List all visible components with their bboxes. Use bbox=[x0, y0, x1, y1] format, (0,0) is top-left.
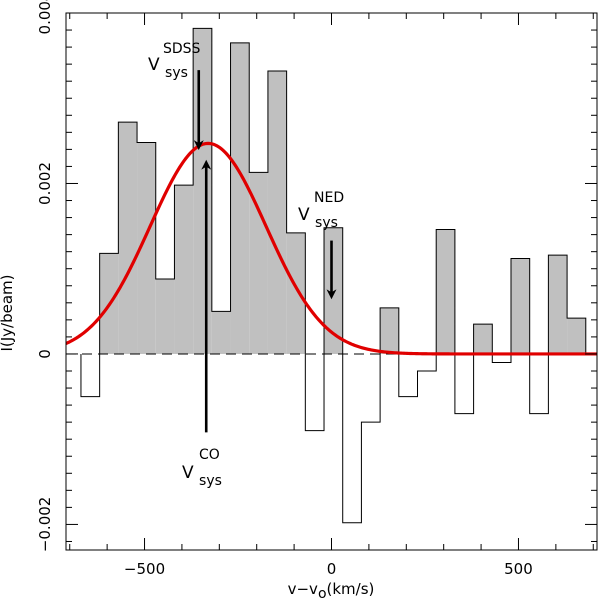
annotation-vsys-ned-sup: NED bbox=[314, 190, 344, 206]
tick-layer: −500 0 500 −0.002 0 0.002 0.004 bbox=[36, 0, 597, 578]
histogram-bar-fill bbox=[230, 42, 250, 354]
histogram-bar-fill bbox=[174, 185, 194, 354]
annotation-vsys-ned: V sys NED bbox=[298, 190, 344, 232]
histogram-bar-fill bbox=[137, 142, 156, 354]
positive-fill-layer bbox=[99, 28, 586, 354]
x-tick-label: 0 bbox=[327, 560, 337, 578]
y-tick-label: 0 bbox=[36, 349, 54, 359]
x-axis-label-main: v−v bbox=[288, 580, 318, 598]
annotation-vsys-sdss: V sys SDSS bbox=[148, 41, 201, 82]
annotation-vsys-ned-sub: sys bbox=[315, 215, 338, 231]
annotation-vsys-co-sup: CO bbox=[199, 447, 220, 463]
annotation-vsys-ned-label: V bbox=[298, 205, 310, 225]
y-tick-label: −0.002 bbox=[36, 497, 54, 553]
annotation-vsys-co: V sys CO bbox=[182, 447, 227, 490]
y-axis-label: I(Jy/beam) bbox=[0, 274, 16, 351]
histogram-bar-fill bbox=[436, 229, 455, 354]
x-tick-label: 500 bbox=[504, 560, 533, 578]
x-axis-label: v−vo(km/s) bbox=[288, 580, 375, 600]
histogram-bar-fill bbox=[380, 307, 399, 354]
annotation-vsys-co-sub: sys bbox=[199, 473, 222, 489]
x-axis-label-sub: o bbox=[318, 586, 327, 600]
histogram-bar-fill bbox=[510, 258, 530, 354]
histogram-bar-fill bbox=[118, 122, 138, 354]
annotation-vsys-sdss-label: V bbox=[148, 55, 160, 75]
annotation-vsys-sdss-sup: SDSS bbox=[163, 41, 201, 57]
y-tick-label: 0.004 bbox=[36, 0, 54, 34]
x-axis-label-units: (km/s) bbox=[327, 580, 375, 598]
histogram-bar-fill bbox=[193, 28, 212, 354]
annotation-vsys-co-label: V bbox=[182, 463, 194, 483]
y-tick-label: 0.002 bbox=[36, 162, 54, 205]
x-tick-label: −500 bbox=[124, 560, 165, 578]
gaussian-fit-curve bbox=[66, 141, 597, 356]
histogram-bar-fill bbox=[155, 278, 175, 354]
histogram-bar-fill bbox=[286, 232, 306, 354]
histogram-bar-fill bbox=[473, 324, 493, 354]
histogram-bar-fill bbox=[567, 318, 586, 354]
histogram-bar-fill bbox=[211, 311, 231, 354]
arrows-layer bbox=[193, 70, 337, 433]
annotation-vsys-sdss-sub: sys bbox=[165, 65, 188, 81]
histogram-outline bbox=[80, 27, 587, 524]
histogram-bar-fill bbox=[267, 70, 287, 354]
histogram-bar-fill bbox=[548, 255, 568, 354]
